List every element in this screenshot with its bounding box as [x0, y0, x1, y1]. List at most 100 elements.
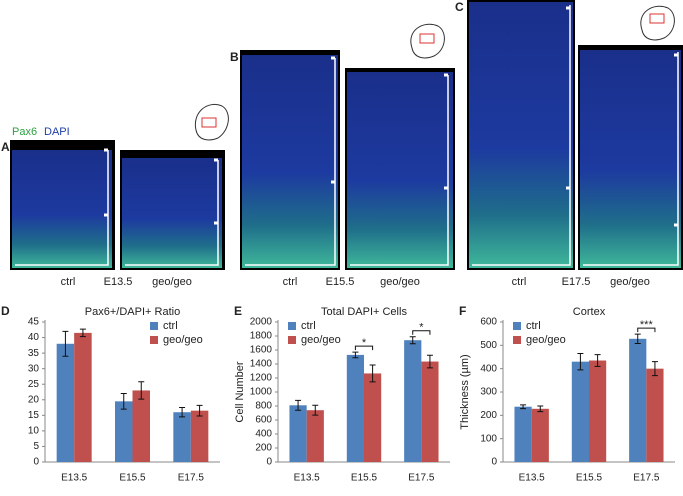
significance-bracket: [354, 345, 374, 351]
bar: [56, 343, 75, 462]
y-tick-label: 35: [28, 348, 40, 359]
y-tick-label: 40: [28, 332, 40, 343]
group-label: ctrl: [512, 276, 527, 288]
panel-label: A: [1, 140, 10, 154]
y-tick-label: 1000: [250, 387, 273, 398]
y-tick-label: 30: [28, 363, 40, 374]
y-tick-label: 25: [28, 379, 40, 390]
bar: [364, 373, 382, 462]
y-tick-label: 20: [28, 394, 40, 405]
bar: [571, 361, 589, 462]
legend-swatch: [150, 336, 158, 344]
y-tick-label: 10: [28, 426, 40, 437]
error-bar: [295, 399, 302, 411]
legend-swatch: [513, 322, 521, 330]
x-tick-label: E13.5: [61, 473, 88, 484]
y-tick-label: 300: [480, 387, 497, 398]
x-tick-label: E15.5: [119, 473, 146, 484]
panel-label: D: [1, 304, 10, 318]
y-tick-label: 1800: [250, 331, 273, 342]
y-tick-label: 800: [255, 401, 272, 412]
y-tick-label: 2000: [250, 317, 273, 328]
legend-label: geo/geo: [301, 334, 341, 346]
legend-swatch: [288, 336, 296, 344]
group-label: geo/geo: [610, 276, 650, 288]
legend-label: ctrl: [526, 320, 541, 332]
y-tick-label: 200: [480, 410, 497, 421]
bar: [132, 390, 150, 462]
significance-bracket: [637, 327, 656, 333]
bar: [589, 360, 607, 462]
significance-label: ***: [640, 319, 654, 331]
bar: [289, 405, 307, 462]
chart-title: Cortex: [573, 306, 606, 318]
y-tick-label: 400: [255, 429, 272, 440]
group-label: ctrl: [283, 276, 298, 288]
error-bar: [651, 361, 658, 377]
error-bar: [179, 407, 186, 418]
y-tick-label: 0: [33, 457, 39, 468]
error-bar: [352, 351, 359, 359]
panel-label: F: [459, 304, 466, 318]
y-tick-label: 15: [28, 410, 40, 421]
panel-label: B: [230, 50, 239, 64]
bar: [346, 354, 364, 462]
legend-label: geo/geo: [526, 334, 566, 346]
error-bar: [594, 354, 601, 367]
significance-label: *: [362, 337, 367, 349]
chart-title: Pax6+/DAPI+ Ratio: [85, 306, 180, 318]
error-bar: [369, 364, 376, 383]
error-bar: [634, 333, 641, 344]
y-tick-label: 0: [491, 457, 497, 468]
error-bar: [196, 404, 203, 417]
bar: [115, 401, 133, 462]
bar: [646, 368, 664, 462]
legend-swatch: [150, 322, 158, 330]
bar: [404, 340, 422, 462]
y-tick-label: 600: [480, 317, 497, 328]
bar: [190, 410, 209, 462]
stage-label: E15.5: [326, 276, 355, 288]
bar: [74, 332, 92, 462]
legend-swatch: [288, 322, 296, 330]
bar: [629, 338, 647, 462]
x-tick-label: E17.5: [408, 473, 435, 484]
y-tick-label: 100: [480, 433, 497, 444]
y-tick-label: 1600: [250, 345, 273, 356]
bar: [421, 361, 439, 462]
significance-bracket: [412, 330, 431, 335]
chart-title: Total DAPI+ Cells: [321, 306, 407, 318]
y-tick-label: 600: [255, 415, 272, 426]
legend-label: geo/geo: [163, 334, 203, 346]
y-tick-label: 0: [266, 457, 272, 468]
x-tick-label: E13.5: [294, 473, 321, 484]
error-bar: [577, 353, 584, 371]
error-bar: [426, 354, 433, 369]
y-tick-label: 45: [28, 317, 40, 328]
group-label: geo/geo: [152, 276, 192, 288]
x-tick-label: E13.5: [519, 473, 546, 484]
error-bar: [409, 336, 416, 345]
group-label: ctrl: [61, 276, 76, 288]
y-axis-label: Thickness (µm): [459, 354, 471, 429]
error-bar: [537, 405, 544, 413]
y-tick-label: 1200: [250, 373, 273, 384]
stage-label: E17.5: [562, 276, 591, 288]
x-tick-label: E15.5: [351, 473, 378, 484]
bar: [306, 410, 324, 462]
legend-swatch: [513, 336, 521, 344]
significance-label: *: [419, 322, 424, 334]
panel-label: E: [234, 304, 242, 318]
legend-label: ctrl: [163, 320, 178, 332]
y-tick-label: 500: [480, 340, 497, 351]
stain-marker: Pax6: [12, 126, 37, 138]
error-bar: [520, 404, 527, 410]
legend-label: ctrl: [301, 320, 316, 332]
y-tick-label: 200: [255, 443, 272, 454]
x-tick-label: E15.5: [576, 473, 603, 484]
bar: [514, 406, 532, 462]
error-bar: [120, 393, 127, 410]
error-bar: [62, 330, 69, 357]
